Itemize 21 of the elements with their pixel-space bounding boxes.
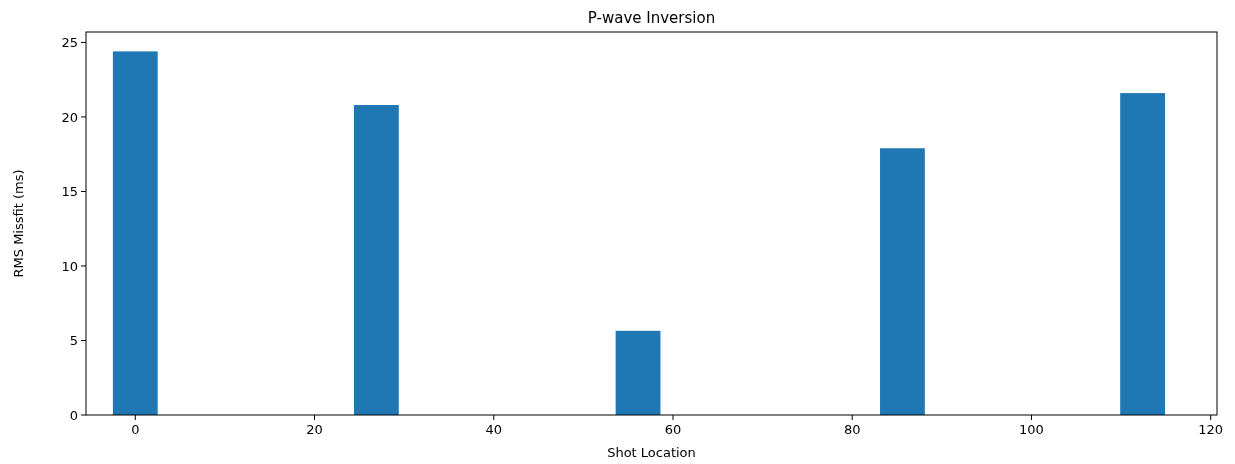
y-tick-label: 5 xyxy=(69,333,78,349)
x-tick-label: 80 xyxy=(843,422,861,437)
chart-title: P-wave Inversion xyxy=(587,9,716,27)
y-tick-label: 20 xyxy=(61,109,78,125)
x-tick-label: 20 xyxy=(306,422,323,437)
x-tick-label: 0 xyxy=(131,422,140,437)
y-tick-label: 15 xyxy=(61,184,78,200)
x-tick-label: 40 xyxy=(485,422,503,437)
y-axis-title: RMS Missfit (ms) xyxy=(11,169,26,278)
y-tick-label: 10 xyxy=(61,258,78,274)
x-tick-label: 120 xyxy=(1198,422,1224,437)
bar xyxy=(112,51,158,415)
bar xyxy=(880,148,925,415)
bar xyxy=(1120,93,1166,415)
x-tick-label: 60 xyxy=(664,422,682,437)
y-tick-label: 25 xyxy=(61,35,78,51)
x-tick-label: 100 xyxy=(1019,422,1044,437)
y-tick-label: 0 xyxy=(69,408,78,423)
bar xyxy=(615,330,661,415)
x-axis-title: Shot Location xyxy=(607,445,696,460)
bar xyxy=(353,105,399,415)
